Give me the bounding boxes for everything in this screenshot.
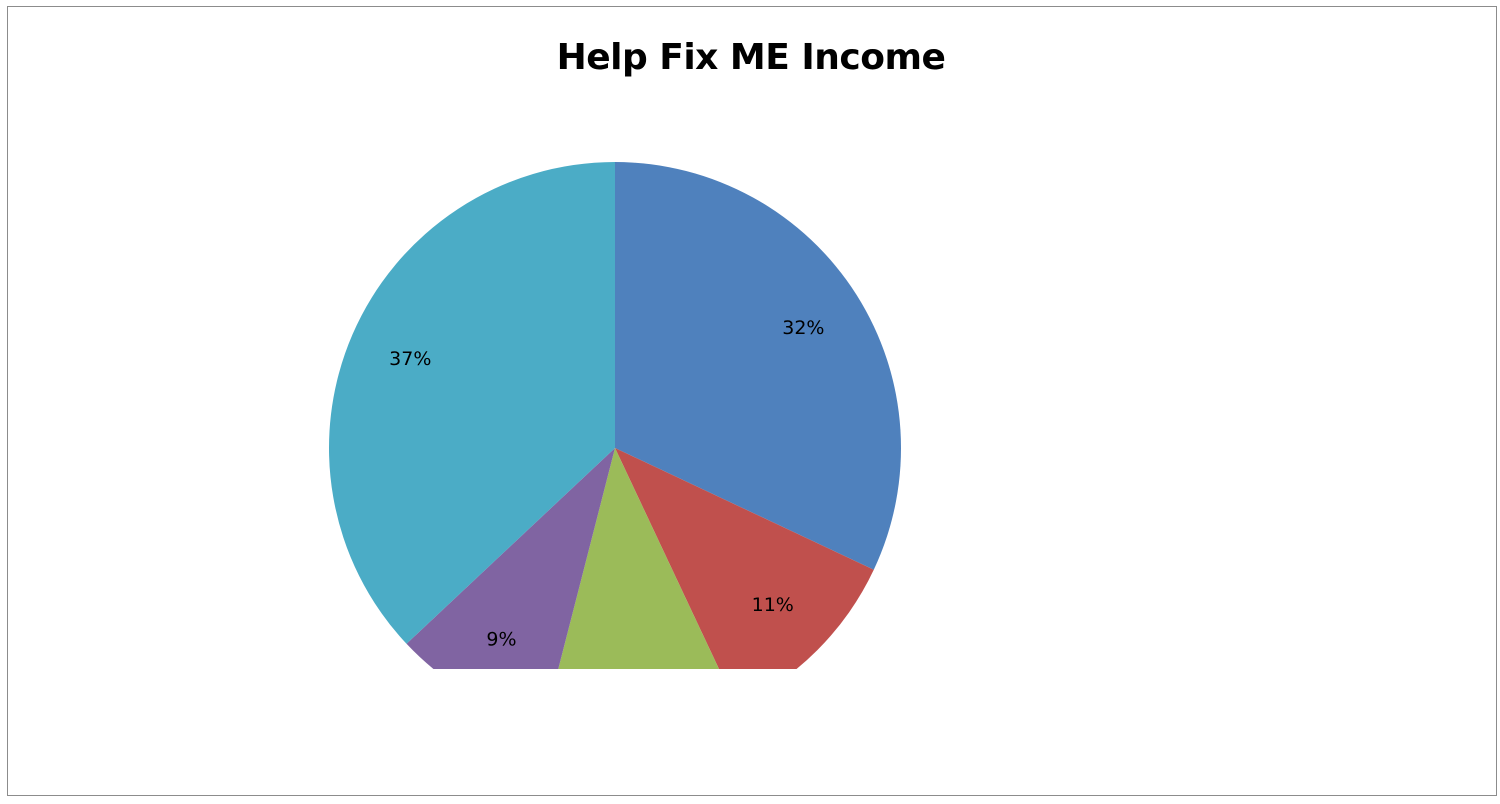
pie-slice-1 xyxy=(615,162,902,570)
chart-title: Help Fix ME Income xyxy=(556,37,946,78)
pie-slice-4 xyxy=(406,448,615,669)
pie-slice-3 xyxy=(558,448,719,669)
pie-slice-2 xyxy=(615,448,874,669)
slice-label-1: 32% xyxy=(782,317,824,339)
pie-slice-5 xyxy=(328,162,615,644)
slice-label-2: 11% xyxy=(752,594,794,616)
slice-label-4: 9% xyxy=(486,629,516,651)
slice-label-5: 37% xyxy=(389,348,431,370)
